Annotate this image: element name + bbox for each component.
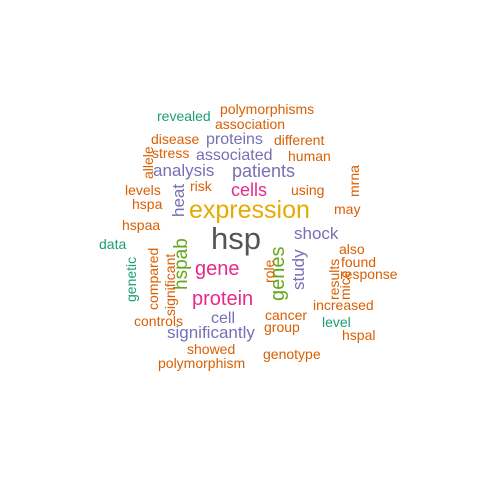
cloud-word: data (99, 236, 127, 252)
cloud-word: patients (232, 161, 296, 181)
cloud-word: cells (231, 180, 268, 200)
cloud-word: cancer (265, 307, 308, 323)
cloud-word: disease (151, 131, 200, 147)
cloud-word: human (288, 148, 331, 164)
cloud-word: increased (313, 297, 374, 313)
cloud-word: role (261, 259, 277, 283)
cloud-word: genetic (123, 256, 139, 302)
cloud-word: revealed (157, 108, 211, 124)
cloud-word: shock (294, 224, 339, 243)
cloud-word: allele (140, 146, 156, 179)
cloud-word: compared (145, 247, 161, 310)
cloud-word: controls (134, 313, 184, 329)
cloud-word: analysis (153, 161, 215, 180)
cloud-word: showed (187, 341, 236, 357)
cloud-word: significantly (167, 323, 255, 342)
cloud-word: found (341, 254, 377, 270)
cloud-word: level (322, 314, 351, 330)
cloud-word: different (274, 132, 325, 148)
cloud-word: response (340, 266, 398, 282)
cloud-word: risk (190, 178, 212, 194)
cloud-word: hspaa (122, 217, 161, 233)
cloud-word: association (215, 116, 286, 132)
cloud-word: stress (152, 145, 190, 161)
cloud-word: mrna (346, 165, 362, 197)
cloud-word: heat (169, 183, 188, 217)
cloud-word: cell (211, 310, 236, 327)
cloud-word: hspal (342, 327, 376, 343)
cloud-word: hspa (132, 196, 163, 212)
cloud-word: protein (192, 288, 254, 310)
cloud-word: genotype (263, 346, 321, 362)
cloud-word: group (264, 319, 300, 335)
cloud-word: levels (125, 182, 161, 198)
cloud-word: also (339, 241, 365, 257)
cloud-word: polymorphisms (220, 101, 315, 117)
cloud-word: proteins (206, 131, 263, 148)
cloud-word: study (289, 249, 308, 290)
cloud-word: may (334, 201, 361, 217)
cloud-word: polymorphism (158, 355, 246, 371)
cloud-word: mice (337, 270, 353, 300)
cloud-word: using (291, 182, 325, 198)
cloud-word: hsp (211, 221, 261, 256)
cloud-word: significant (162, 253, 178, 316)
cloud-word: gene (195, 258, 240, 280)
cloud-word: associated (196, 147, 273, 164)
cloud-word: expression (189, 196, 310, 224)
